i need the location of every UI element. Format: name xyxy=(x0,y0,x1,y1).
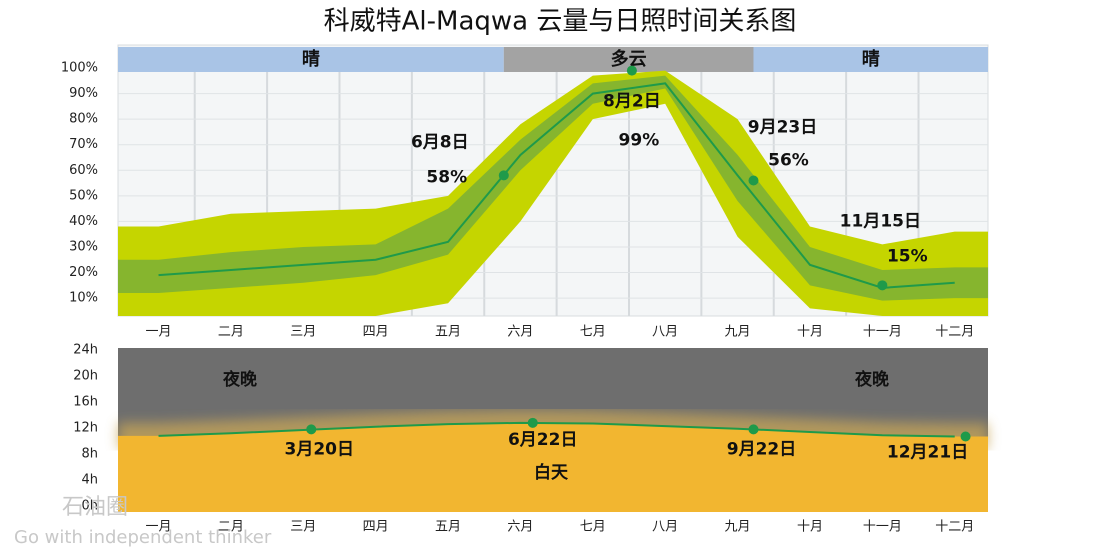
x-tick-label: 三月 xyxy=(290,325,316,340)
day-area xyxy=(118,422,988,512)
data-point xyxy=(748,424,759,435)
x-tick-label: 十月 xyxy=(797,520,823,535)
x-tick-label: 三月 xyxy=(290,520,316,535)
x-tick-label: 五月 xyxy=(435,520,461,535)
x-tick-label: 二月 xyxy=(218,325,244,340)
data-point xyxy=(306,424,317,435)
x-tick-label: 十一月 xyxy=(863,325,902,340)
watermark-logo: 石油圈 xyxy=(62,495,128,520)
y-tick-label: 10% xyxy=(69,291,98,306)
data-point xyxy=(498,170,509,181)
y-tick-label: 30% xyxy=(69,239,98,254)
point-date-label: 6月8日 xyxy=(411,132,469,152)
sky-region xyxy=(118,47,504,72)
point-date-label: 12月21日 xyxy=(887,443,968,463)
y-tick-label: 50% xyxy=(69,188,98,203)
y-tick-label: 4h xyxy=(81,473,98,488)
range-band xyxy=(118,75,988,301)
point-date-label: 3月20日 xyxy=(285,439,355,459)
data-point xyxy=(960,431,971,442)
region-label: 白天 xyxy=(534,462,569,483)
y-tick-label: 70% xyxy=(69,137,98,152)
point-value-label: 99% xyxy=(619,131,660,151)
x-tick-label: 七月 xyxy=(580,520,606,535)
sky-region-label: 晴 xyxy=(302,48,320,70)
x-tick-label: 一月 xyxy=(146,520,172,535)
chart-title: 科威特Al-Maqwa 云量与日照时间关系图 xyxy=(324,7,797,37)
y-tick-label: 80% xyxy=(69,112,98,127)
x-tick-label: 一月 xyxy=(146,325,172,340)
y-tick-label: 40% xyxy=(69,214,98,229)
point-date-label: 8月2日 xyxy=(603,92,661,112)
y-tick-label: 20% xyxy=(69,265,98,280)
point-value-label: 58% xyxy=(426,167,467,187)
data-point xyxy=(748,175,759,186)
x-tick-label: 十二月 xyxy=(935,325,974,340)
cloud-line xyxy=(158,82,955,289)
data-point xyxy=(527,417,538,428)
data-point xyxy=(626,65,637,76)
point-date-label: 9月23日 xyxy=(748,118,818,138)
x-tick-label: 四月 xyxy=(363,520,389,535)
x-tick-label: 九月 xyxy=(725,520,751,535)
x-tick-label: 九月 xyxy=(725,325,751,340)
x-tick-label: 八月 xyxy=(652,325,678,340)
x-tick-label: 五月 xyxy=(435,325,461,340)
x-tick-label: 八月 xyxy=(652,520,678,535)
x-tick-label: 二月 xyxy=(218,520,244,535)
y-tick-label: 24h xyxy=(73,342,98,357)
daylight-line xyxy=(158,421,955,438)
y-tick-label: 90% xyxy=(69,86,98,101)
data-point xyxy=(877,280,888,291)
sky-region-label: 多云 xyxy=(611,48,647,70)
x-tick-label: 十月 xyxy=(797,325,823,340)
y-tick-label: 16h xyxy=(73,395,98,410)
y-tick-label: 100% xyxy=(61,61,98,76)
y-tick-label: 20h xyxy=(73,368,98,383)
sky-region xyxy=(753,47,988,72)
y-tick-label: 0h xyxy=(81,499,98,514)
x-tick-label: 十二月 xyxy=(935,520,974,535)
region-label: 夜晚 xyxy=(222,369,257,390)
sky-region-label: 晴 xyxy=(862,48,880,70)
point-date-label: 9月22日 xyxy=(727,439,797,459)
region-label: 夜晚 xyxy=(854,369,889,390)
watermark-slogan: Go with independent thinker xyxy=(14,527,272,548)
x-tick-label: 七月 xyxy=(580,325,606,340)
x-tick-label: 四月 xyxy=(363,325,389,340)
point-date-label: 6月22日 xyxy=(508,430,578,450)
y-tick-label: 12h xyxy=(73,421,98,436)
x-tick-label: 六月 xyxy=(507,325,533,340)
point-value-label: 56% xyxy=(768,151,809,171)
point-value-label: 15% xyxy=(887,246,928,266)
x-tick-label: 十一月 xyxy=(863,520,902,535)
x-tick-label: 六月 xyxy=(507,520,533,535)
y-tick-label: 8h xyxy=(81,447,98,462)
point-date-label: 11月15日 xyxy=(840,211,921,231)
y-tick-label: 60% xyxy=(69,163,98,178)
cloud-chart: 晴 多云 晴 6月8日 58% 8月2日 99% 9月23日 56% 11月15日 15% 一月 二月 三… xyxy=(61,44,989,340)
